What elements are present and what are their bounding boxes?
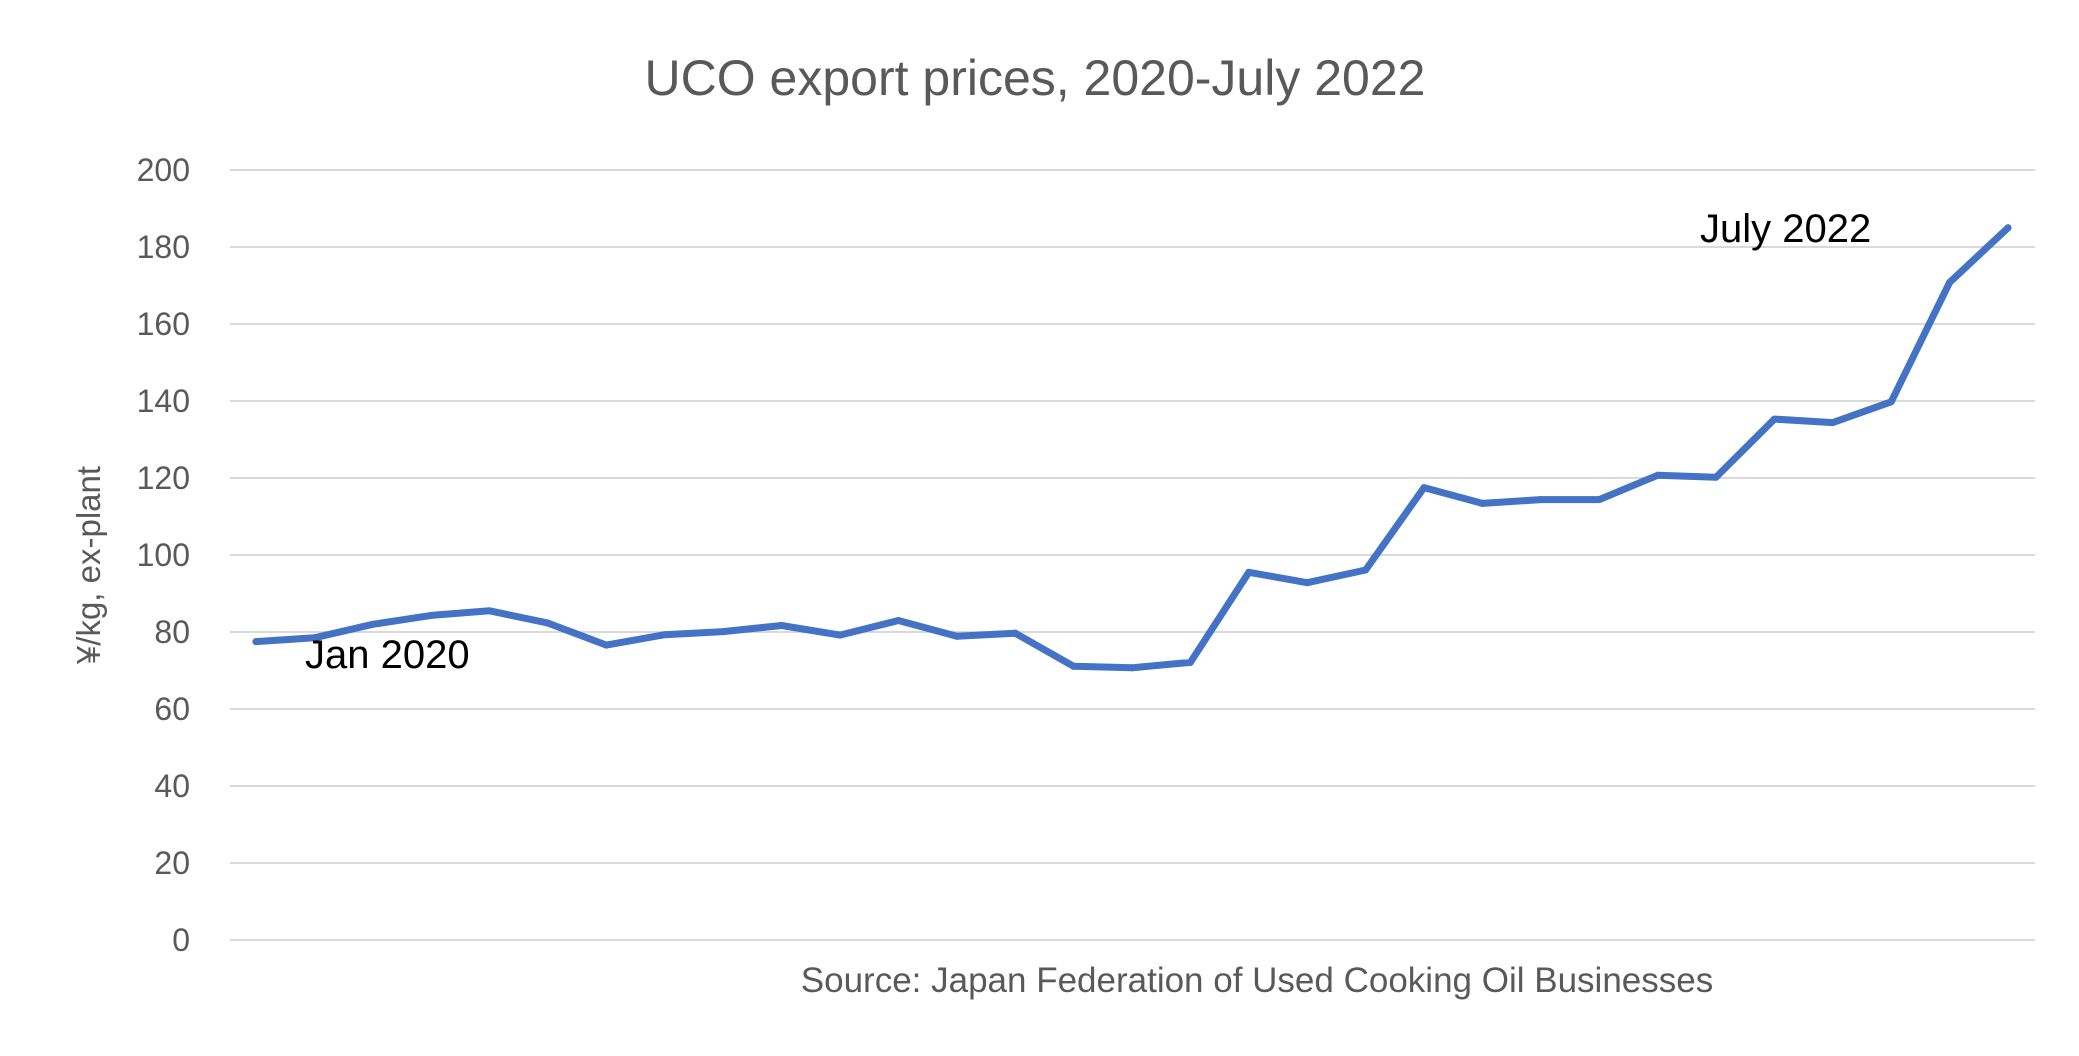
data-point [369,620,377,628]
data-point [1537,496,1545,504]
data-point [1712,473,1720,481]
data-point [719,628,727,636]
y-tick-label: 140 [137,383,190,419]
y-tick-label: 20 [154,845,190,881]
data-point [486,607,494,615]
data-point [1770,415,1778,423]
annotation-start: Jan 2020 [305,633,470,677]
data-point [544,619,552,627]
y-tick-label: 40 [154,768,190,804]
data-point [1011,629,1019,637]
y-tick-label: 60 [154,691,190,727]
data-point [252,638,260,646]
data-point [953,632,961,640]
data-point [427,611,435,619]
y-axis-label: ¥/kg, ex-plant [70,466,107,665]
data-point [1186,658,1194,666]
data-point [1654,471,1662,479]
y-tick-label: 120 [137,460,190,496]
data-point [602,641,610,649]
data-point [1595,496,1603,504]
y-tick-label: 160 [137,306,190,342]
chart-title: UCO export prices, 2020-July 2022 [645,50,1426,106]
data-point [836,631,844,639]
data-point [1887,398,1895,406]
data-point [894,616,902,624]
data-point [1070,662,1078,670]
data-point [1245,568,1253,576]
data-point [1946,278,1954,286]
y-tick-label: 0 [172,922,190,958]
data-point [1829,419,1837,427]
y-tick-label: 80 [154,614,190,650]
data-point [1362,566,1370,574]
y-tick-label: 100 [137,537,190,573]
points-layer [252,224,2012,672]
data-point [1303,579,1311,587]
series-line-0 [252,224,2012,672]
data-point [310,634,318,642]
data-point [1478,499,1486,507]
data-point [1128,664,1136,672]
data-point [661,631,669,639]
source-note: Source: Japan Federation of Used Cooking… [801,961,1713,1000]
annotation-end: July 2022 [1700,207,1871,251]
y-tick-label: 180 [137,229,190,265]
data-point [1420,484,1428,492]
gridlines [230,169,2035,941]
y-tick-label: 200 [137,152,190,188]
y-tick-labels: 0 20 40 60 80 100 120 140 160 180 200 [137,152,190,958]
data-point [2004,224,2012,232]
series-layer [252,224,2012,672]
data-point [778,621,786,629]
